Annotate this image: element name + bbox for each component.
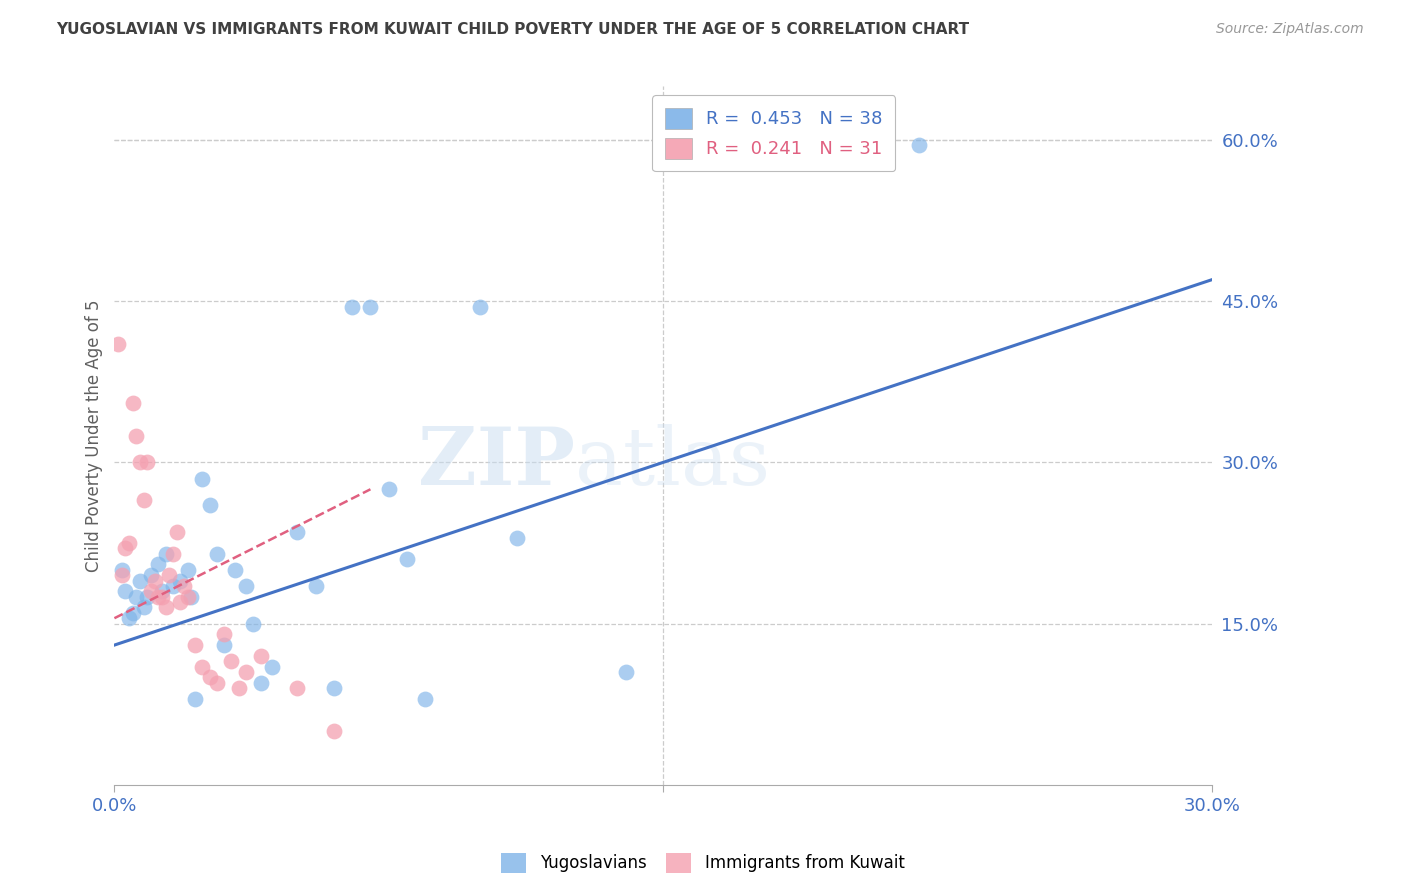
Point bbox=[176, 590, 198, 604]
Point bbox=[176, 563, 198, 577]
Point bbox=[139, 584, 162, 599]
Text: ZIP: ZIP bbox=[418, 425, 575, 502]
Point bbox=[118, 536, 141, 550]
Point bbox=[180, 590, 202, 604]
Point bbox=[191, 471, 214, 485]
Point bbox=[139, 568, 162, 582]
Point bbox=[304, 579, 326, 593]
Point bbox=[340, 300, 363, 314]
Point bbox=[224, 563, 246, 577]
Point bbox=[322, 724, 344, 739]
Point bbox=[322, 681, 344, 695]
Point bbox=[162, 579, 184, 593]
Y-axis label: Child Poverty Under the Age of 5: Child Poverty Under the Age of 5 bbox=[86, 300, 103, 572]
Legend: R =  0.453   N = 38, R =  0.241   N = 31: R = 0.453 N = 38, R = 0.241 N = 31 bbox=[652, 95, 896, 171]
Point bbox=[150, 584, 173, 599]
Point bbox=[148, 590, 170, 604]
Point bbox=[129, 455, 152, 469]
Point bbox=[413, 691, 436, 706]
Point bbox=[249, 648, 271, 663]
Point bbox=[132, 493, 155, 508]
Text: Source: ZipAtlas.com: Source: ZipAtlas.com bbox=[1216, 22, 1364, 37]
Point bbox=[118, 611, 141, 625]
Point bbox=[242, 616, 264, 631]
Point bbox=[166, 525, 188, 540]
Point bbox=[249, 675, 271, 690]
Point bbox=[132, 600, 155, 615]
Point bbox=[359, 300, 381, 314]
Point bbox=[114, 541, 136, 556]
Point bbox=[198, 670, 221, 684]
Text: YUGOSLAVIAN VS IMMIGRANTS FROM KUWAIT CHILD POVERTY UNDER THE AGE OF 5 CORRELATI: YUGOSLAVIAN VS IMMIGRANTS FROM KUWAIT CH… bbox=[56, 22, 969, 37]
Text: atlas: atlas bbox=[575, 425, 770, 502]
Point bbox=[136, 455, 159, 469]
Point bbox=[212, 627, 235, 641]
Point bbox=[395, 552, 418, 566]
Point bbox=[111, 568, 134, 582]
Point bbox=[129, 574, 152, 588]
Point bbox=[169, 574, 191, 588]
Point bbox=[260, 659, 283, 673]
Point bbox=[377, 483, 399, 497]
Point bbox=[908, 138, 931, 153]
Point bbox=[125, 428, 148, 442]
Point bbox=[285, 681, 308, 695]
Point bbox=[107, 337, 129, 351]
Point bbox=[191, 659, 214, 673]
Point bbox=[121, 396, 143, 410]
Point bbox=[228, 681, 250, 695]
Point bbox=[205, 547, 228, 561]
Point bbox=[235, 579, 257, 593]
Point bbox=[111, 563, 134, 577]
Legend: Yugoslavians, Immigrants from Kuwait: Yugoslavians, Immigrants from Kuwait bbox=[495, 847, 911, 880]
Point bbox=[143, 574, 166, 588]
Point bbox=[169, 595, 191, 609]
Point bbox=[114, 584, 136, 599]
Point bbox=[235, 665, 257, 679]
Point bbox=[125, 590, 148, 604]
Point bbox=[616, 665, 638, 679]
Point bbox=[506, 531, 529, 545]
Point bbox=[155, 600, 177, 615]
Point bbox=[173, 579, 195, 593]
Point bbox=[470, 300, 492, 314]
Point bbox=[198, 499, 221, 513]
Point bbox=[157, 568, 180, 582]
Point bbox=[136, 590, 159, 604]
Point bbox=[162, 547, 184, 561]
Point bbox=[184, 638, 207, 652]
Point bbox=[184, 691, 207, 706]
Point bbox=[150, 590, 173, 604]
Point bbox=[221, 654, 243, 668]
Point bbox=[155, 547, 177, 561]
Point bbox=[212, 638, 235, 652]
Point bbox=[205, 675, 228, 690]
Point bbox=[121, 606, 143, 620]
Point bbox=[148, 558, 170, 572]
Point bbox=[285, 525, 308, 540]
